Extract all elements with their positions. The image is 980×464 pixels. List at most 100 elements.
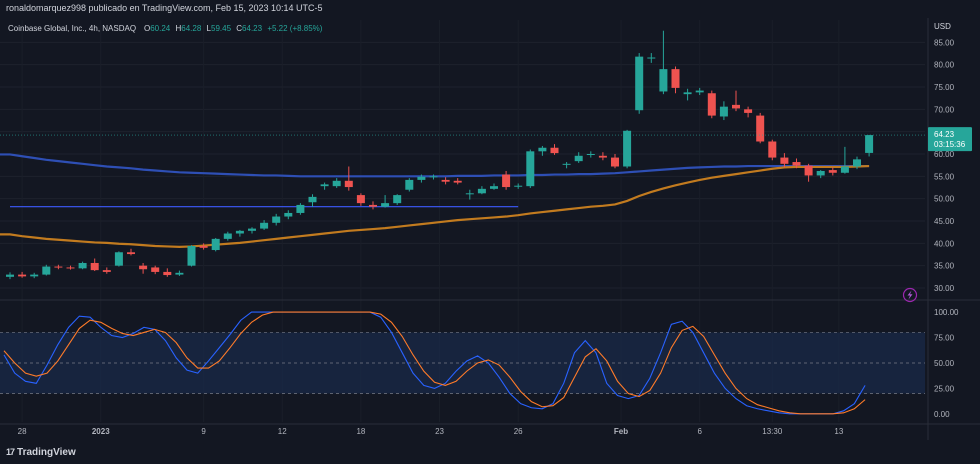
candle[interactable] xyxy=(490,183,498,190)
time-tick-label: 23 xyxy=(435,427,444,436)
candle[interactable] xyxy=(865,134,874,157)
price-tick-label: 60.00 xyxy=(934,150,955,159)
candle[interactable] xyxy=(768,139,777,161)
candle-body xyxy=(611,157,619,167)
candle[interactable] xyxy=(308,194,317,207)
moving-average-short-line xyxy=(0,164,870,249)
candle[interactable] xyxy=(6,272,14,280)
candle[interactable] xyxy=(235,229,244,237)
candle[interactable] xyxy=(623,129,632,169)
candle-body xyxy=(235,230,244,234)
candle[interactable] xyxy=(356,193,365,206)
price-tick-label: 75.00 xyxy=(934,83,955,92)
candle[interactable] xyxy=(114,251,123,267)
candle[interactable] xyxy=(211,237,220,252)
candle[interactable] xyxy=(187,245,196,267)
candle[interactable] xyxy=(804,163,813,182)
candle[interactable] xyxy=(417,174,426,183)
candle[interactable] xyxy=(477,186,486,195)
candle[interactable] xyxy=(453,178,462,185)
candle[interactable] xyxy=(816,170,825,179)
candle[interactable] xyxy=(320,182,329,190)
candle[interactable] xyxy=(502,170,511,190)
candle-body xyxy=(453,180,462,183)
price-tick-label: 85.00 xyxy=(934,38,955,47)
candle[interactable] xyxy=(659,30,668,95)
candle[interactable] xyxy=(514,183,523,189)
candle[interactable] xyxy=(538,145,547,156)
candle[interactable] xyxy=(344,166,353,191)
candle[interactable] xyxy=(647,53,656,63)
candle[interactable] xyxy=(719,101,728,121)
candle-body xyxy=(647,57,656,59)
candle[interactable] xyxy=(18,271,27,278)
candle[interactable] xyxy=(66,265,75,270)
candle[interactable] xyxy=(30,272,39,279)
candle-body xyxy=(792,162,801,166)
chart-footer: 17 TradingView xyxy=(0,442,980,464)
candle[interactable] xyxy=(369,201,377,210)
candle-body xyxy=(744,109,753,113)
candle[interactable] xyxy=(792,158,801,169)
candle-body xyxy=(477,188,486,194)
candle[interactable] xyxy=(611,154,619,169)
candle[interactable] xyxy=(526,149,535,188)
candle[interactable] xyxy=(586,151,595,158)
stoch-tick-label: 75.00 xyxy=(934,334,955,343)
candle[interactable] xyxy=(54,264,63,270)
candle[interactable] xyxy=(90,258,99,272)
candle-body xyxy=(248,228,256,231)
candle[interactable] xyxy=(405,178,414,192)
candle[interactable] xyxy=(78,261,87,270)
tradingview-logo[interactable]: 17 TradingView xyxy=(6,447,76,458)
candle[interactable] xyxy=(707,90,716,119)
candle[interactable] xyxy=(260,220,269,230)
candle[interactable] xyxy=(151,265,160,275)
candle[interactable] xyxy=(732,90,740,112)
candle[interactable] xyxy=(199,243,208,250)
candle-body xyxy=(114,252,123,266)
candle-body xyxy=(490,186,498,189)
candle[interactable] xyxy=(756,112,765,144)
candle[interactable] xyxy=(598,152,607,161)
stoch-tick-label: 50.00 xyxy=(934,359,955,368)
countdown-label: 03:15:36 xyxy=(934,140,966,149)
candle[interactable] xyxy=(574,152,583,163)
candle[interactable] xyxy=(248,227,256,234)
stoch-k-line xyxy=(3,311,866,415)
candle[interactable] xyxy=(139,262,148,274)
candle[interactable] xyxy=(127,248,135,256)
candle[interactable] xyxy=(828,167,837,176)
candle[interactable] xyxy=(780,153,789,168)
candle[interactable] xyxy=(695,87,704,96)
candle[interactable] xyxy=(381,195,390,208)
candle[interactable] xyxy=(840,146,849,174)
candle[interactable] xyxy=(562,162,571,169)
candle[interactable] xyxy=(550,144,559,155)
candle[interactable] xyxy=(744,106,753,118)
candle[interactable] xyxy=(272,213,281,226)
candle[interactable] xyxy=(102,267,111,274)
candle[interactable] xyxy=(671,66,680,94)
candle[interactable] xyxy=(393,194,402,205)
candle[interactable] xyxy=(465,189,474,200)
candle[interactable] xyxy=(223,231,232,241)
candle[interactable] xyxy=(441,177,450,185)
candle[interactable] xyxy=(635,53,644,114)
tradingview-logo-text: TradingView xyxy=(17,447,76,458)
candle-body xyxy=(127,252,135,255)
candle[interactable] xyxy=(332,178,341,188)
candle[interactable] xyxy=(296,203,305,215)
lightning-icon[interactable] xyxy=(902,287,918,303)
candle-body xyxy=(320,184,329,187)
candle[interactable] xyxy=(42,264,51,276)
candle[interactable] xyxy=(284,210,293,220)
candle-body xyxy=(707,93,716,116)
candle[interactable] xyxy=(429,174,438,180)
candle[interactable] xyxy=(853,156,861,170)
candle[interactable] xyxy=(683,88,692,101)
candle[interactable] xyxy=(163,268,172,277)
candle[interactable] xyxy=(175,270,184,276)
candle-body xyxy=(356,195,365,204)
